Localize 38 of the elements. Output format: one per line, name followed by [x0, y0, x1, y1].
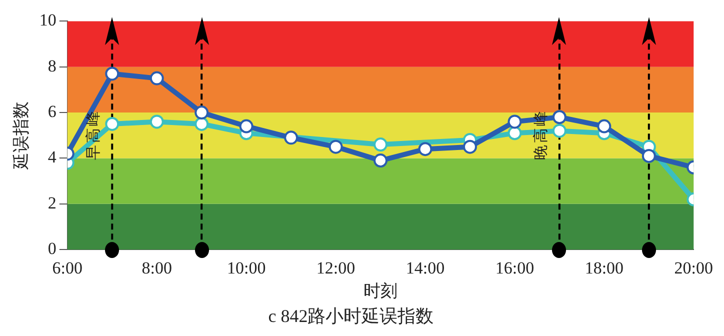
point [150, 114, 164, 129]
x-tick-label: 10:00 [226, 258, 266, 278]
point [239, 119, 254, 134]
point [462, 140, 477, 154]
annotation: 晚高峰 [531, 110, 550, 160]
x-tick-label: 12:00 [316, 258, 356, 278]
x-tick-label: 14:00 [406, 258, 445, 278]
x-tick-label: 20:00 [674, 258, 714, 278]
point [508, 114, 522, 129]
y-tick-label: 6 [48, 102, 56, 122]
point [597, 119, 612, 134]
y-tick-label: 4 [48, 148, 57, 167]
point [508, 126, 522, 140]
annotation: 早高峰 [84, 110, 102, 160]
x-tick-label: 16:00 [495, 258, 534, 278]
point [194, 116, 209, 131]
point [552, 110, 566, 124]
point [105, 66, 120, 81]
y-tick-label: 2 [48, 193, 56, 212]
x-axis-title: 时刻 [364, 282, 398, 302]
y-tick-label: 8 [48, 56, 56, 76]
x-tick-label: 6:00 [52, 258, 83, 278]
x-tick-label: 8:00 [142, 258, 172, 278]
y-axis-title: 延误指数 [12, 101, 32, 170]
x-tick-label: 18:00 [584, 258, 624, 278]
point [284, 130, 298, 145]
point [374, 138, 388, 152]
text: c 842路小时延误指数 [268, 306, 434, 326]
point [328, 140, 343, 154]
point [642, 148, 656, 163]
y-tick-label: 0 [48, 239, 56, 258]
point [150, 71, 164, 86]
y-tick-label: 10 [39, 10, 56, 30]
point [105, 116, 120, 131]
point [552, 124, 566, 138]
point [374, 154, 388, 168]
point [194, 106, 209, 120]
point [418, 142, 432, 156]
